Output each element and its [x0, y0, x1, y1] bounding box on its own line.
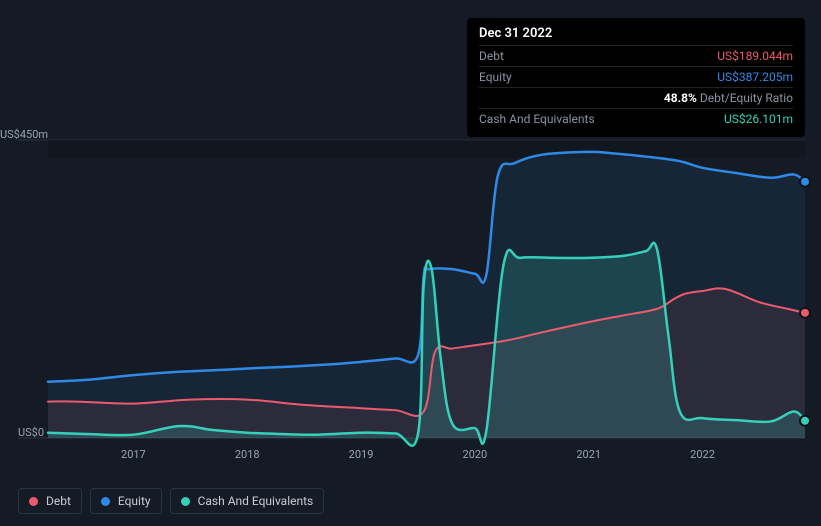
x-tick-label: 2022 — [690, 448, 715, 461]
chart-tooltip: Dec 31 2022 Debt US$189.044m Equity US$387.… — [467, 18, 805, 137]
tooltip-row-label: Equity — [479, 70, 512, 84]
legend-label: Debt — [46, 494, 71, 508]
tooltip-row: Debt US$189.044m — [479, 45, 793, 66]
debt-equity-chart: US$0 US$450m 2017 2018 2019 2020 2021 2022 Dec… — [0, 0, 821, 526]
legend-label: Cash And Equivalents — [198, 494, 314, 508]
legend-item-debt[interactable]: Debt — [18, 488, 82, 514]
equity-legend-dot — [101, 497, 110, 506]
x-tick-label: 2020 — [463, 448, 488, 461]
tooltip-row-value: US$387.205m — [717, 70, 793, 84]
cash-legend-dot — [181, 497, 190, 506]
tooltip-row-value: 48.8% Debt/Equity Ratio — [664, 91, 793, 105]
tooltip-row: 48.8% Debt/Equity Ratio — [479, 87, 793, 108]
tooltip-row: Cash And Equivalents US$26.101m — [479, 108, 793, 129]
y-tick-label: US$450m — [0, 128, 44, 141]
cash-end-dot — [800, 416, 810, 426]
tooltip-row-value: US$189.044m — [717, 49, 793, 63]
tooltip-row-label: Cash And Equivalents — [479, 112, 595, 126]
y-tick-label: US$0 — [0, 426, 44, 439]
debt-end-dot — [800, 308, 810, 318]
tooltip-row-value: US$26.101m — [724, 112, 793, 126]
x-tick-label: 2019 — [349, 448, 374, 461]
x-tick-label: 2017 — [121, 448, 146, 461]
debt-legend-dot — [29, 497, 38, 506]
legend-item-cash[interactable]: Cash And Equivalents — [170, 488, 325, 514]
x-tick-label: 2018 — [235, 448, 260, 461]
tooltip-date: Dec 31 2022 — [479, 26, 793, 45]
equity-end-dot — [800, 177, 810, 187]
legend-label: Equity — [118, 494, 151, 508]
x-tick-label: 2021 — [576, 448, 601, 461]
legend-item-equity[interactable]: Equity — [90, 488, 162, 514]
chart-legend: Debt Equity Cash And Equivalents — [18, 488, 324, 514]
tooltip-row-label: Debt — [479, 49, 504, 63]
tooltip-row: Equity US$387.205m — [479, 66, 793, 87]
